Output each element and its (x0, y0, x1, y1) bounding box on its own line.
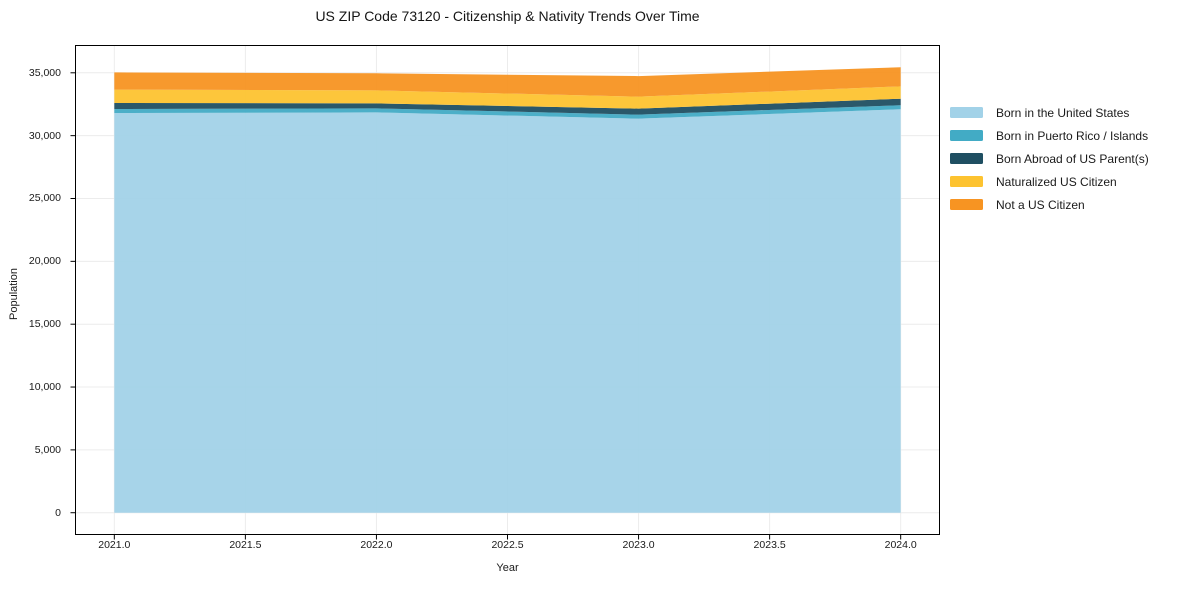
legend-swatch-puerto-rico (950, 130, 983, 141)
area-naturalized-us-citizen (114, 86, 901, 109)
x-tick-label: 2023.0 (622, 539, 655, 551)
x-tick-label: 2023.5 (753, 539, 786, 551)
y-axis-tick-labels: 0 5,000 10,000 15,000 20,000 25,000 30,000 35,0… (0, 45, 68, 535)
plot-area (70, 45, 940, 540)
area-not-a-us-citizen (114, 67, 901, 97)
legend-item: Not a US Citizen (950, 193, 1149, 216)
legend: Born in the United States Born in Puerto… (950, 101, 1149, 216)
chart-title: US ZIP Code 73120 - Citizenship & Nativi… (315, 8, 700, 24)
area-born-in-puerto-rico-islands (114, 105, 901, 119)
legend-swatch-born-abroad (950, 153, 983, 164)
legend-label: Born in Puerto Rico / Islands (996, 128, 1149, 143)
legend-item: Born in Puerto Rico / Islands (950, 124, 1149, 147)
stacked-area-plot (70, 45, 940, 540)
area-born-in-the-united-states (114, 109, 901, 513)
x-tick-label: 2022.5 (491, 539, 524, 551)
y-tick-label: 25,000 (28, 192, 61, 205)
legend-swatch-not-citizen (950, 199, 983, 210)
x-axis-tick-labels: 2021.0 2021.5 2022.0 2022.5 2023.0 2023.5 2024… (75, 537, 940, 553)
legend-swatch-born-in-us (950, 107, 983, 118)
x-axis-label: Year (496, 562, 519, 574)
area-born-abroad-of-us-parent-s- (114, 98, 901, 115)
legend-label: Born in the United States (996, 105, 1130, 120)
y-tick-label: 10,000 (28, 381, 61, 394)
y-tick-label: 5,000 (34, 443, 61, 456)
x-tick-label: 2021.5 (229, 539, 262, 551)
x-tick-label: 2024.0 (884, 539, 917, 551)
legend-item: Born Abroad of US Parent(s) (950, 147, 1149, 170)
y-tick-label: 0 (55, 506, 61, 519)
x-tick-label: 2022.0 (360, 539, 393, 551)
y-tick-label: 30,000 (28, 129, 61, 142)
y-tick-label: 20,000 (28, 255, 61, 268)
legend-label: Not a US Citizen (996, 197, 1085, 212)
legend-label: Born Abroad of US Parent(s) (996, 151, 1149, 166)
x-tick-label: 2021.0 (98, 539, 131, 551)
y-tick-label: 15,000 (28, 318, 61, 331)
plot-border (75, 45, 940, 535)
legend-item: Born in the United States (950, 101, 1149, 124)
legend-label: Naturalized US Citizen (996, 174, 1117, 189)
y-tick-label: 35,000 (28, 66, 61, 79)
legend-item: Naturalized US Citizen (950, 170, 1149, 193)
legend-swatch-naturalized (950, 176, 983, 187)
